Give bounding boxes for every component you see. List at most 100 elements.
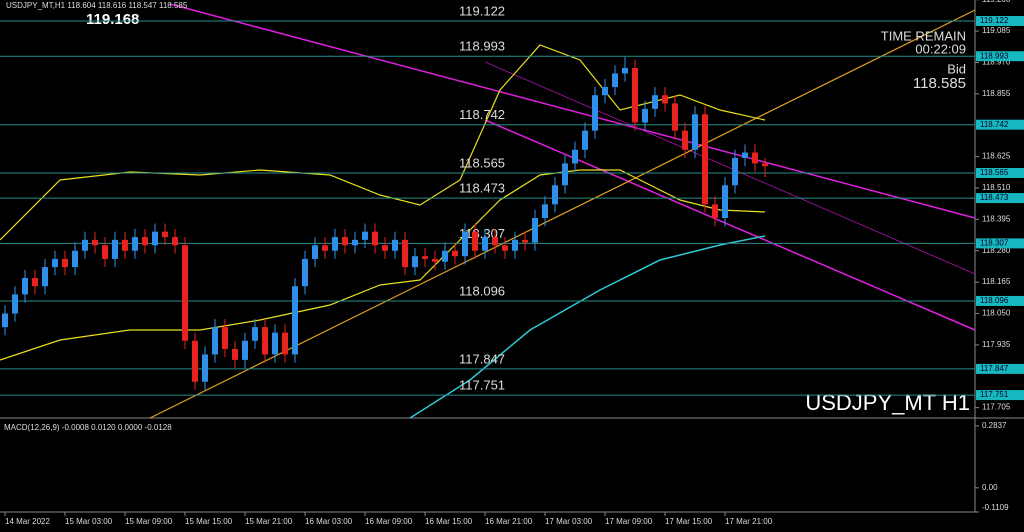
candle-body [352, 239, 358, 246]
candle-body [222, 327, 228, 349]
level-label: 117.751 [459, 378, 505, 393]
level-box [976, 193, 1024, 204]
candle-body [212, 327, 218, 355]
level-label: 119.122 [459, 3, 505, 18]
y-tick-label: 118.970 [982, 58, 1011, 67]
candle-body [32, 278, 38, 287]
level-box-label: 119.122 [980, 16, 1009, 25]
candle-body [322, 245, 328, 251]
x-tick-label: 17 Mar 21:00 [725, 517, 773, 526]
candle-body [312, 245, 318, 259]
level-box-label: 118.742 [980, 120, 1009, 129]
candle-body [72, 250, 78, 268]
level-box [976, 119, 1024, 130]
x-tick-label: 16 Mar 15:00 [425, 517, 473, 526]
candle-body [112, 239, 118, 259]
candle-body [392, 239, 398, 251]
x-tick-label: 17 Mar 09:00 [605, 517, 653, 526]
candle-body [202, 354, 208, 382]
candle-body [442, 250, 448, 262]
level-box [976, 167, 1024, 178]
level-label: 118.565 [459, 155, 505, 170]
candle-body [182, 245, 188, 341]
trend-line [484, 119, 976, 331]
level-label: 118.307 [459, 226, 505, 241]
trend-line [169, 3, 976, 219]
level-box-label: 118.307 [980, 238, 1009, 247]
candle-body [62, 258, 68, 268]
candle-body [2, 313, 8, 328]
level-box [976, 16, 1024, 27]
candle-body [612, 73, 618, 88]
y-tick-label: 118.050 [982, 309, 1011, 318]
candle-body [332, 237, 338, 251]
macd-label: MACD(12,26,9) -0.0008 0.0120 0.0000 -0.0… [4, 423, 172, 432]
y-tick-label: 118.625 [982, 152, 1011, 161]
candle-body [102, 245, 108, 259]
x-tick-label: 15 Mar 21:00 [245, 517, 293, 526]
level-box [976, 363, 1024, 374]
candle-body [362, 231, 368, 240]
candle-body [42, 267, 48, 287]
candle-body [712, 204, 718, 219]
candle-body [412, 256, 418, 268]
candle-body [232, 348, 238, 360]
candle-body [452, 250, 458, 257]
x-tick-label: 15 Mar 15:00 [185, 517, 233, 526]
level-label: 117.847 [459, 351, 505, 366]
candle-body [682, 130, 688, 150]
candle-body [152, 231, 158, 246]
candle-body [172, 237, 178, 246]
candle-body [282, 332, 288, 355]
candle-body [82, 239, 88, 251]
candle-body [462, 231, 468, 257]
candle-body [292, 286, 298, 355]
bollinger-band [0, 44, 766, 241]
candle-body [542, 204, 548, 219]
candle-body [422, 256, 428, 259]
y-tick-label: 119.200 [982, 0, 1011, 4]
moving-average [409, 235, 766, 419]
trend-line [484, 61, 976, 275]
x-tick-label: 14 Mar 2022 [5, 517, 50, 526]
candle-body [582, 130, 588, 150]
header: USDJPY_MT,H1 118.604 118.616 118.547 118… [6, 1, 188, 10]
level-label: 118.742 [459, 107, 505, 122]
candle-body [472, 231, 478, 251]
candle-body [752, 152, 758, 164]
x-tick-label: 16 Mar 09:00 [365, 517, 413, 526]
candle-body [92, 239, 98, 246]
x-tick-label: 16 Mar 21:00 [485, 517, 533, 526]
y-tick-label: 118.395 [982, 214, 1011, 223]
bid: 118.585 [913, 75, 966, 92]
candle-body [512, 239, 518, 251]
candle-body [482, 237, 488, 251]
x-tick-label: 17 Mar 03:00 [545, 517, 593, 526]
level-box-label: 118.096 [980, 296, 1009, 305]
candle-body [302, 258, 308, 287]
level-label: 118.993 [459, 39, 505, 54]
candle-body [262, 327, 268, 355]
level-box [976, 51, 1024, 62]
macd-tick-label: 0.2837 [982, 421, 1007, 430]
level-label: 118.473 [459, 181, 505, 196]
candle-body [672, 103, 678, 131]
candle-body [492, 237, 498, 246]
time-remain: 00:22:09 [915, 41, 966, 56]
candle-body [252, 327, 258, 341]
bid-label: Bid [947, 61, 966, 76]
level-box-label: 117.751 [980, 390, 1009, 399]
time-remain-label: TIME REMAIN [881, 28, 966, 43]
candle-body [742, 152, 748, 158]
candle-body [552, 185, 558, 205]
bollinger-band [0, 169, 766, 361]
x-tick-label: 15 Mar 09:00 [125, 517, 173, 526]
candle-body [242, 340, 248, 360]
candle-body [592, 95, 598, 131]
level-box [976, 295, 1024, 306]
level-box-label: 118.565 [980, 168, 1009, 177]
candle-body [622, 67, 628, 74]
macd-tick-label: 0.00 [982, 483, 998, 492]
